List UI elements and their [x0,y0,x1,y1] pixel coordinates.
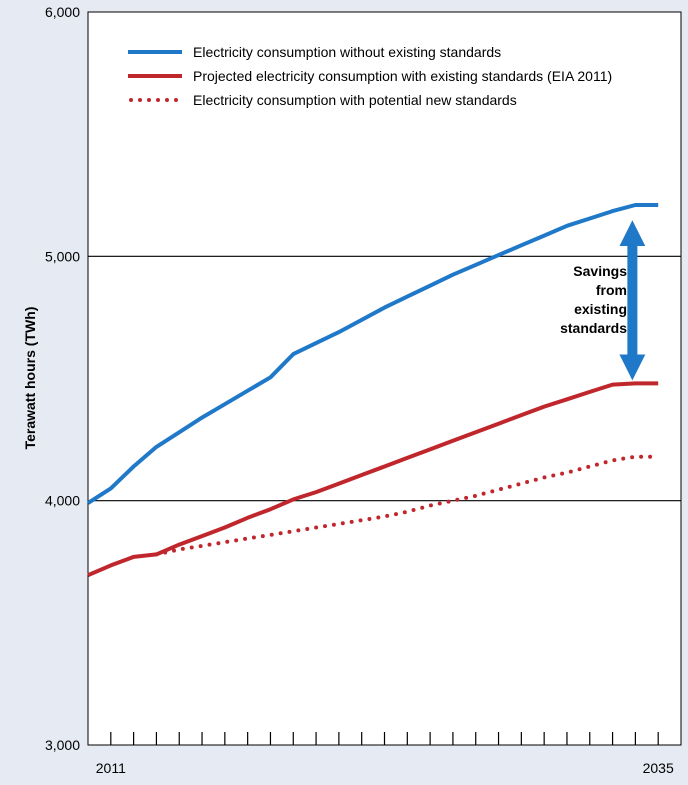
y-tick-label: 4,000 [45,493,80,509]
x-tick-label: 2035 [643,760,674,776]
series-lines [86,203,661,578]
axes: 3,000 4,000 5,000 6,000 2011 2035 [45,4,674,776]
savings-label-line: from [596,282,627,298]
legend-label-3: Electricity consumption with potential n… [193,92,517,108]
x-tick-label: 2011 [96,760,126,776]
series-line-1 [86,203,659,505]
legend-label-2: Projected electricity consumption with e… [193,68,612,84]
grid [88,255,681,502]
legend: Electricity consumption without existing… [128,44,612,108]
y-axis-title: Terawatt hours (TWh) [22,307,38,450]
savings-annotation: Savings from existing standards [560,220,646,381]
series-line-2 [87,381,659,578]
savings-label-line: existing [574,301,627,317]
plot-area [87,11,682,746]
savings-label-line: standards [560,320,627,336]
y-tick-label: 6,000 [45,4,80,20]
legend-label-1: Electricity consumption without existing… [193,44,501,60]
savings-label-line: Savings [573,263,627,279]
y-tick-label: 5,000 [45,248,80,264]
y-tick-label: 3,000 [45,737,80,753]
